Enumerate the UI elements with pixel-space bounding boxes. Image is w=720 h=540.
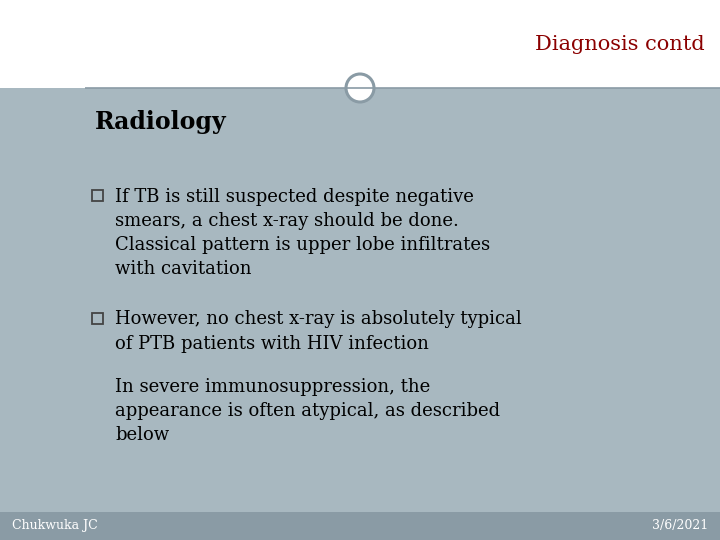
Text: 3/6/2021: 3/6/2021: [652, 519, 708, 532]
FancyBboxPatch shape: [0, 0, 720, 88]
Text: In severe immunosuppression, the
appearance is often atypical, as described
belo: In severe immunosuppression, the appeara…: [115, 377, 500, 444]
Text: Radiology: Radiology: [95, 110, 227, 134]
Circle shape: [346, 74, 374, 102]
FancyBboxPatch shape: [0, 512, 720, 540]
Text: Diagnosis contd: Diagnosis contd: [536, 35, 705, 53]
Text: If TB is still suspected despite negative
smears, a chest x-ray should be done.
: If TB is still suspected despite negativ…: [115, 187, 490, 279]
FancyBboxPatch shape: [92, 313, 103, 323]
Text: Chukwuka JC: Chukwuka JC: [12, 519, 98, 532]
Text: However, no chest x-ray is absolutely typical
of PTB patients with HIV infection: However, no chest x-ray is absolutely ty…: [115, 310, 522, 353]
FancyBboxPatch shape: [92, 190, 103, 200]
FancyBboxPatch shape: [0, 88, 720, 512]
